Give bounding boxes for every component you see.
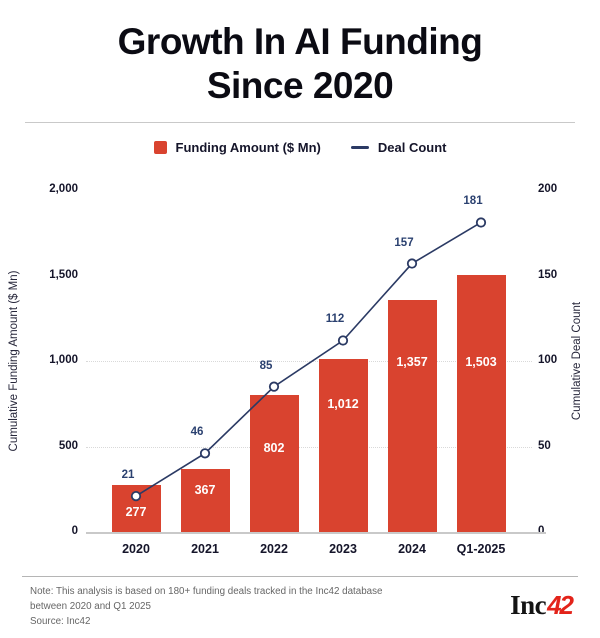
inc42-logo: Inc 42 <box>510 590 574 621</box>
title-line-2: Since 2020 <box>206 64 394 106</box>
bar-2023 <box>318 358 368 532</box>
x-axis-label-2023: 2023 <box>329 542 357 556</box>
footnote: Note: This analysis is based on 180+ fun… <box>30 584 450 630</box>
legend-item-dealcount: Deal Count <box>350 140 447 155</box>
bar-2022 <box>249 394 299 532</box>
bar-value-label-2020: 277 <box>125 505 147 519</box>
x-axis-label-2020: 2020 <box>122 542 150 556</box>
x-axis-label-2024: 2024 <box>398 542 426 556</box>
bar-value-label-2022: 802 <box>263 441 285 455</box>
legend-label-dealcount: Deal Count <box>377 140 447 155</box>
x-axis-line <box>86 532 546 534</box>
right-axis-tick-0: 0 <box>538 525 545 537</box>
chart-legend: Funding Amount ($ Mn) Deal Count <box>0 140 600 155</box>
logo-text-42: 42 <box>547 590 574 620</box>
dealcount-line-icon <box>350 146 369 149</box>
logo-text-inc: Inc <box>510 590 547 620</box>
right-axis-tick-100: 100 <box>538 354 558 366</box>
deal-count-label-Q1-2025: 181 <box>463 195 483 208</box>
bar-value-label-2021: 367 <box>194 483 216 497</box>
deal-count-label-2022: 85 <box>259 359 273 372</box>
right-axis-tick-200: 200 <box>538 183 558 195</box>
line-marker-2021 <box>199 448 211 459</box>
legend-label-funding: Funding Amount ($ Mn) <box>175 140 321 155</box>
funding-swatch-icon <box>153 141 167 154</box>
deal-count-label-2024: 157 <box>394 236 414 249</box>
deal-count-label-2021: 46 <box>190 426 204 439</box>
right-axis-tick-50: 50 <box>538 439 551 452</box>
left-axis-title: Cumulative Funding Amount ($ Mn) <box>8 270 20 452</box>
deal-count-label-2020: 21 <box>121 469 135 482</box>
x-axis-label-Q1-2025: Q1-2025 <box>456 542 506 556</box>
left-axis-tick-0: 0 <box>71 525 78 537</box>
bar-value-label-Q1-2025: 1,503 <box>465 355 497 369</box>
footer-divider <box>22 576 578 577</box>
source-line: Source: Inc42 <box>30 616 91 628</box>
line-marker-Q1-2025 <box>475 217 487 228</box>
right-axis-tick-150: 150 <box>538 268 558 281</box>
left-axis-tick-1,000: 1,000 <box>49 354 78 366</box>
x-axis-label-2022: 2022 <box>260 542 288 556</box>
left-axis-tick-500: 500 <box>58 439 78 452</box>
title-line-1: Growth In AI Funding <box>117 21 483 62</box>
line-marker-2024 <box>406 258 418 269</box>
title-divider <box>25 122 575 123</box>
bar-value-label-2024: 1,357 <box>396 355 428 369</box>
line-marker-2022 <box>268 381 280 392</box>
line-marker-2023 <box>337 335 349 346</box>
page-title: Growth In AI Funding Since 2020 <box>0 20 600 107</box>
note-line-1: Note: This analysis is based on 180+ fun… <box>30 586 383 597</box>
deal-count-label-2023: 112 <box>325 313 345 326</box>
bar-value-label-2023: 1,012 <box>327 397 359 411</box>
left-axis-tick-1,500: 1,500 <box>49 268 78 281</box>
note-line-2: between 2020 and Q1 2025 <box>30 601 151 613</box>
legend-item-funding: Funding Amount ($ Mn) <box>153 140 321 155</box>
bar-2024 <box>387 299 437 532</box>
bar-Q1-2025 <box>456 274 506 532</box>
bar-2021 <box>180 469 230 532</box>
left-axis-tick-2,000: 2,000 <box>49 183 78 195</box>
x-axis-label-2021: 2021 <box>191 542 219 556</box>
